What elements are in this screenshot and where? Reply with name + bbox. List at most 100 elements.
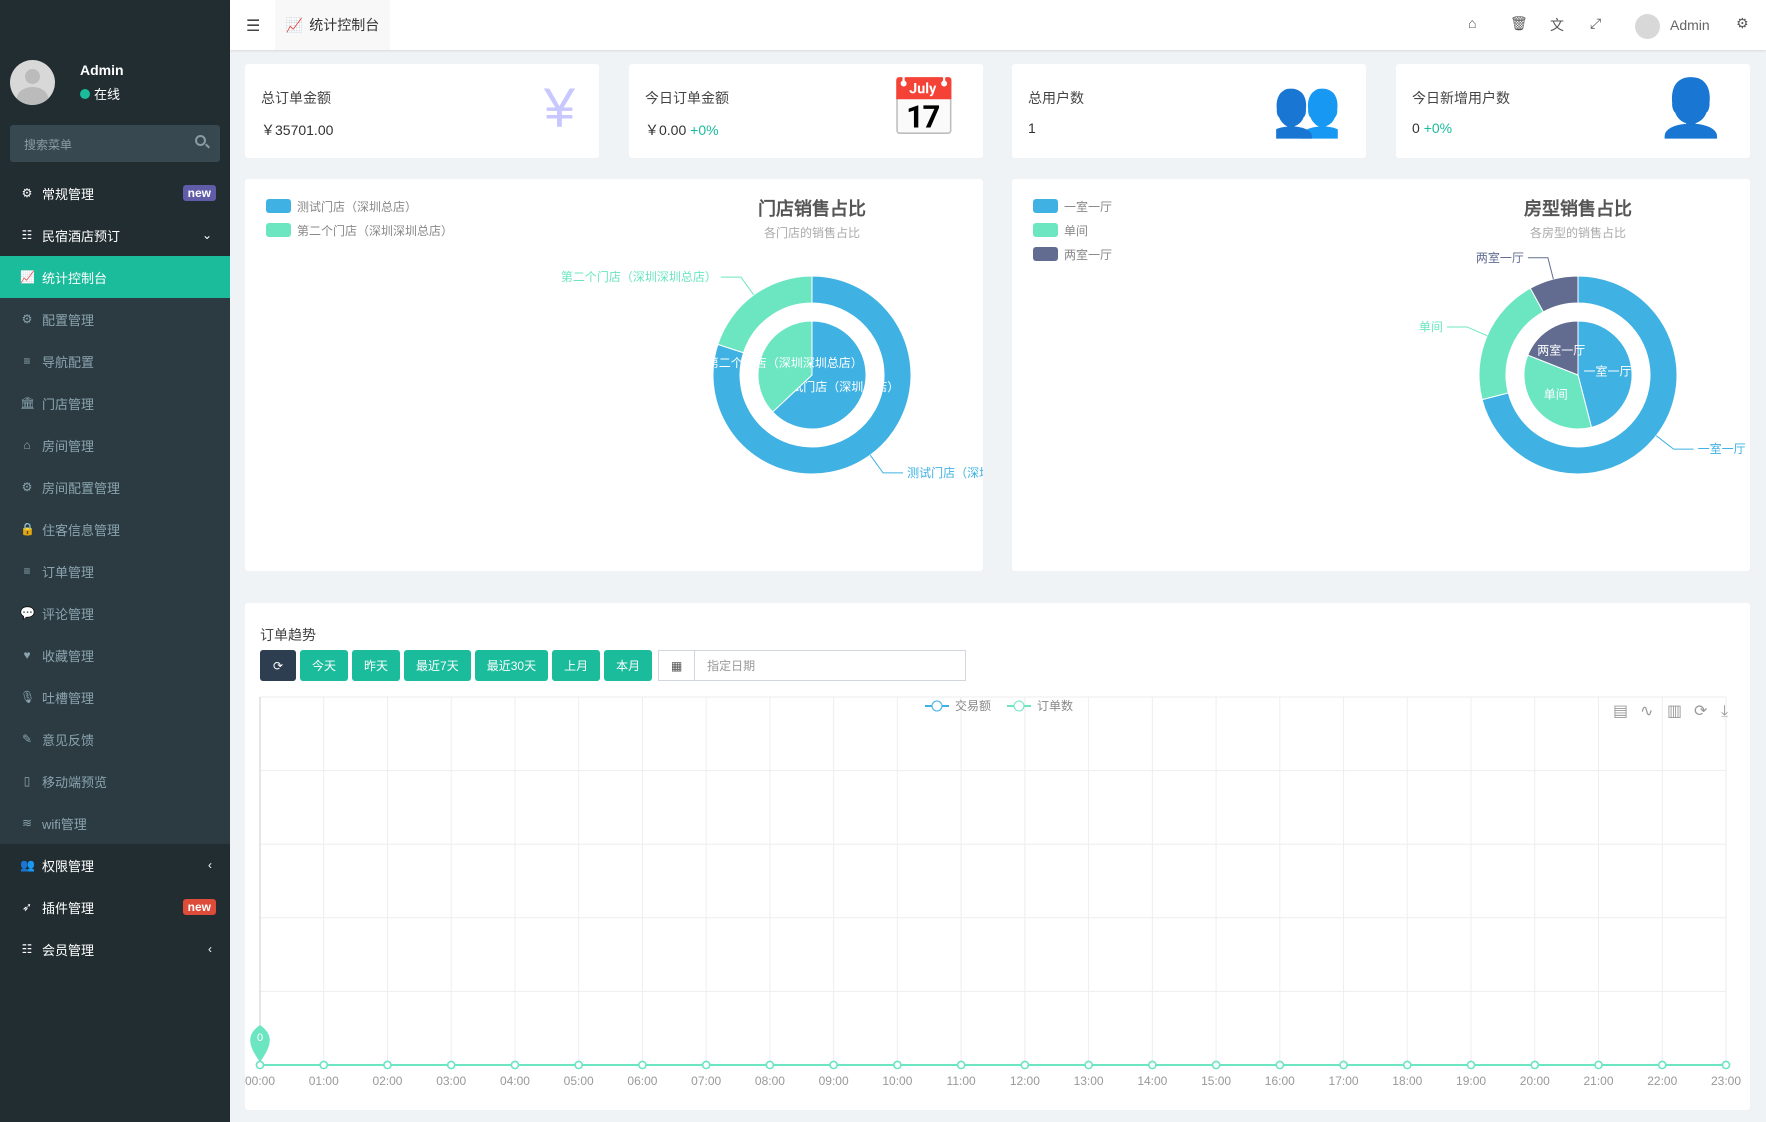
legend-label: 一室一厅 <box>1064 199 1112 214</box>
tab-dashboard[interactable]: 📈 统计控制台 <box>275 0 390 50</box>
top-avatar[interactable] <box>1635 14 1660 39</box>
gear-icon: ⚙ <box>21 312 33 326</box>
sidebar-item[interactable]: ⚙ 房间配置管理 <box>0 466 230 508</box>
pie-slice <box>1577 320 1633 428</box>
sidebar-item[interactable]: ☷ 会员管理 ‹ <box>0 928 230 970</box>
range-button[interactable]: 今天 <box>300 650 349 681</box>
avatar <box>10 60 55 105</box>
bar-icon[interactable]: ▥ <box>1667 703 1682 720</box>
range-button[interactable]: 本月 <box>604 650 653 681</box>
sidebar-item-label: 移动端预览 <box>42 774 108 790</box>
sidebar-item[interactable]: ≋ wifi管理 <box>0 802 230 844</box>
x-tick-label: 16:00 <box>1265 1074 1295 1088</box>
range-button[interactable]: 昨天 <box>352 650 401 681</box>
x-tick-label: 22:00 <box>1647 1074 1677 1088</box>
data-point <box>510 1060 520 1070</box>
home-icon[interactable]: ⌂ <box>1468 15 1477 31</box>
data-point <box>829 1060 838 1070</box>
data-point <box>319 1060 328 1070</box>
legend-label: 交易额 <box>955 698 991 713</box>
download-icon[interactable]: ⤓ <box>1721 703 1728 720</box>
sidebar-item-label: 评论管理 <box>42 606 95 622</box>
line-icon[interactable]: ∿ <box>1640 703 1653 720</box>
slice-label: 单间 <box>1419 320 1443 334</box>
sidebar-item[interactable]: ➶ 插件管理 new <box>0 886 230 928</box>
x-tick-label: 10:00 <box>882 1074 912 1088</box>
calendar-icon: 📅 <box>889 76 959 139</box>
sidebar-item[interactable]: ☷ 民宿酒店预订 ⌄ <box>0 214 230 256</box>
sidebar-item[interactable]: ≡ 订单管理 <box>0 550 230 592</box>
sidebar-item[interactable]: 🎙 吐槽管理 <box>0 676 230 718</box>
x-tick-label: 12:00 <box>1010 1074 1040 1088</box>
pie-slice <box>1527 320 1579 376</box>
data-point <box>1211 1060 1221 1070</box>
fullscreen-icon[interactable]: ⤢ <box>1590 15 1602 31</box>
x-tick-label: 03:00 <box>436 1074 466 1088</box>
sidebar-item-label: 权限管理 <box>42 858 95 874</box>
sidebar-item-label: 订单管理 <box>42 564 95 580</box>
list-icon: ☷ <box>21 942 33 956</box>
pie-slice <box>771 320 867 430</box>
menu-search-input[interactable]: 搜索菜单 <box>10 125 220 162</box>
x-tick-label: 19:00 <box>1456 1074 1486 1088</box>
rocket-icon: ➶ <box>21 900 33 914</box>
sidebar-item[interactable]: ⌂ 房间管理 <box>0 424 230 466</box>
range-button[interactable]: 最近7天 <box>404 650 471 681</box>
sidebar-item-label: 意见反馈 <box>42 732 95 748</box>
translate-icon[interactable]: 文 <box>1550 17 1564 33</box>
stat-title: 今日订单金额 <box>645 90 729 106</box>
sidebar-item[interactable]: 👥 权限管理 ‹ <box>0 844 230 886</box>
data-point <box>638 1060 647 1070</box>
microphone-icon: 🎙 <box>20 690 36 704</box>
label-line <box>1655 435 1694 450</box>
x-tick-label: 04:00 <box>500 1074 530 1088</box>
sidebar-item[interactable]: 📈 统计控制台 <box>0 256 230 298</box>
data-view-icon[interactable]: ▤ <box>1613 703 1628 720</box>
sidebar-item-label: 吐槽管理 <box>42 690 95 706</box>
sidebar-item[interactable]: ⚙ 配置管理 <box>0 298 230 340</box>
range-button[interactable]: 上月 <box>552 650 601 681</box>
sidebar-item[interactable]: ▯ 移动端预览 <box>0 760 230 802</box>
sidebar-item[interactable]: ♥ 收藏管理 <box>0 634 230 676</box>
mobile-icon: ▯ <box>23 774 31 788</box>
sidebar-item-label: 统计控制台 <box>42 270 108 286</box>
refresh-button[interactable]: ⟳ <box>260 650 296 681</box>
x-tick-label: 01:00 <box>309 1074 339 1088</box>
data-point <box>956 1060 966 1070</box>
sidebar-item-label: 导航配置 <box>42 354 95 370</box>
x-tick-label: 14:00 <box>1137 1074 1167 1088</box>
sidebar-item[interactable]: ≡ 导航配置 <box>0 340 230 382</box>
data-point <box>893 1060 902 1070</box>
data-point <box>765 1060 775 1070</box>
list-icon: ☷ <box>21 228 33 242</box>
menu-toggle-icon[interactable]: ☰ <box>246 18 261 35</box>
sidebar-item[interactable]: ⚙ 常规管理 new <box>0 172 230 214</box>
top-user-name[interactable]: Admin <box>1670 17 1710 33</box>
restore-icon[interactable]: ⟳ <box>1694 703 1708 720</box>
sidebar-item[interactable]: 💬 评论管理 <box>0 592 230 634</box>
sidebar-item[interactable]: 🏛 门店管理 <box>0 382 230 424</box>
date-input[interactable]: 指定日期 <box>707 659 756 673</box>
order-trend-chart: 00:00 01:00 02:00 03:00 04:00 05:00 06:00 07:00… <box>245 696 1741 1088</box>
sidebar-item[interactable]: ✎ 意见反馈 <box>0 718 230 760</box>
line-chart-icon: 📈 <box>20 270 35 284</box>
x-tick-label: 08:00 <box>755 1074 785 1088</box>
users-icon: 👥 <box>1272 76 1342 139</box>
legend-swatch <box>266 199 291 213</box>
sidebar-item-label: 会员管理 <box>42 942 95 958</box>
legend-label: 测试门店（深圳总店） <box>297 199 417 214</box>
x-tick-label: 15:00 <box>1201 1074 1231 1088</box>
bars-icon: ≡ <box>23 354 31 368</box>
data-point <box>1339 1060 1348 1070</box>
lock-icon: 🔒 <box>20 522 35 536</box>
search-icon[interactable] <box>195 135 206 146</box>
sidebar-item[interactable]: 🔒 住客信息管理 <box>0 508 230 550</box>
mark-point-label: 0 <box>257 1032 263 1044</box>
stat-card: 今日新增用户数 0 +0% 👤 <box>1396 64 1750 158</box>
gears-icon[interactable]: ⚙ <box>1736 15 1749 31</box>
date-picker[interactable]: ▦ 指定日期 <box>658 650 967 681</box>
x-tick-label: 00:00 <box>245 1074 275 1088</box>
trash-icon[interactable]: 🗑 <box>1510 15 1528 31</box>
range-button[interactable]: 最近30天 <box>474 650 549 681</box>
data-point <box>701 1060 711 1070</box>
